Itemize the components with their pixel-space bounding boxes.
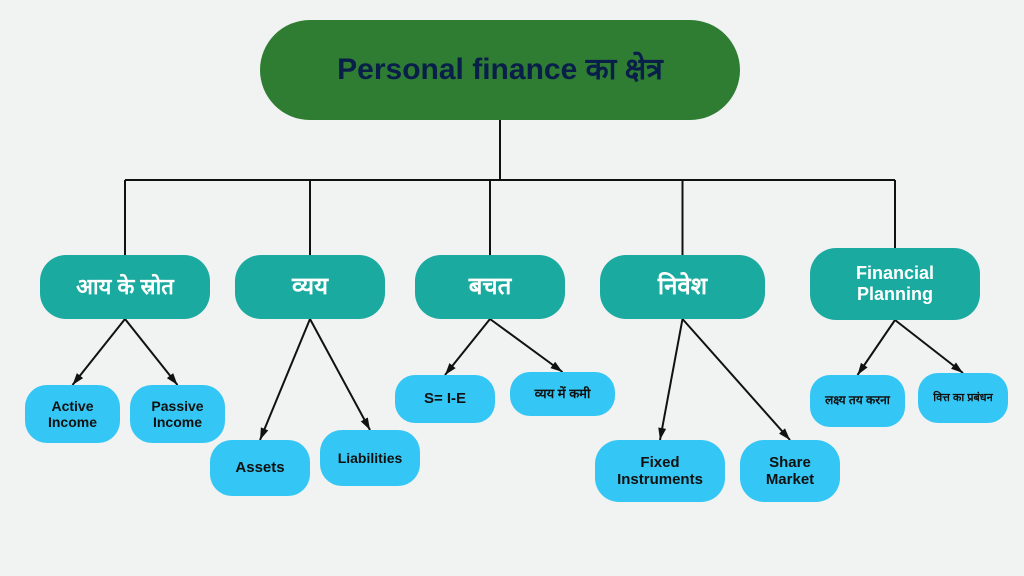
node-label: आय के स्रोत xyxy=(76,274,174,299)
node-label: व्यय xyxy=(292,273,328,301)
node-cat2: व्यय xyxy=(235,255,385,319)
node-label: Fixed Instruments xyxy=(603,454,717,489)
node-label: Active Income xyxy=(33,398,112,430)
node-label: निवेश xyxy=(658,273,707,301)
node-label: Liabilities xyxy=(338,450,403,466)
node-cat1: आय के स्रोत xyxy=(40,255,210,319)
node-label: बचत xyxy=(469,273,512,301)
node-label: S= I-E xyxy=(424,390,466,407)
node-leaf2a: Assets xyxy=(210,440,310,496)
node-root: Personal finance का क्षेत्र xyxy=(260,20,740,120)
node-leaf3b: व्यय में कमी xyxy=(510,372,615,416)
node-leaf3a: S= I-E xyxy=(395,375,495,423)
node-label: Share Market xyxy=(748,454,832,489)
node-leaf5a: लक्ष्य तय करना xyxy=(810,375,905,427)
node-leaf4b: Share Market xyxy=(740,440,840,502)
node-label: व्यय में कमी xyxy=(535,387,591,402)
node-label: Personal finance का क्षेत्र xyxy=(337,53,663,88)
node-label: Assets xyxy=(235,459,284,476)
node-leaf4a: Fixed Instruments xyxy=(595,440,725,502)
node-label: Financial Planning xyxy=(818,263,972,304)
node-label: Passive Income xyxy=(138,398,217,430)
node-leaf2b: Liabilities xyxy=(320,430,420,486)
node-cat5: Financial Planning xyxy=(810,248,980,320)
diagram-canvas: Personal finance का क्षेत्र आय के स्रोत व्… xyxy=(0,0,1024,576)
node-cat4: निवेश xyxy=(600,255,765,319)
node-cat3: बचत xyxy=(415,255,565,319)
node-leaf5b: वित्त का प्रबंधन xyxy=(918,373,1008,423)
node-leaf1a: Active Income xyxy=(25,385,120,443)
node-label: वित्त का प्रबंधन xyxy=(933,392,992,405)
node-leaf1b: Passive Income xyxy=(130,385,225,443)
node-label: लक्ष्य तय करना xyxy=(825,394,890,408)
